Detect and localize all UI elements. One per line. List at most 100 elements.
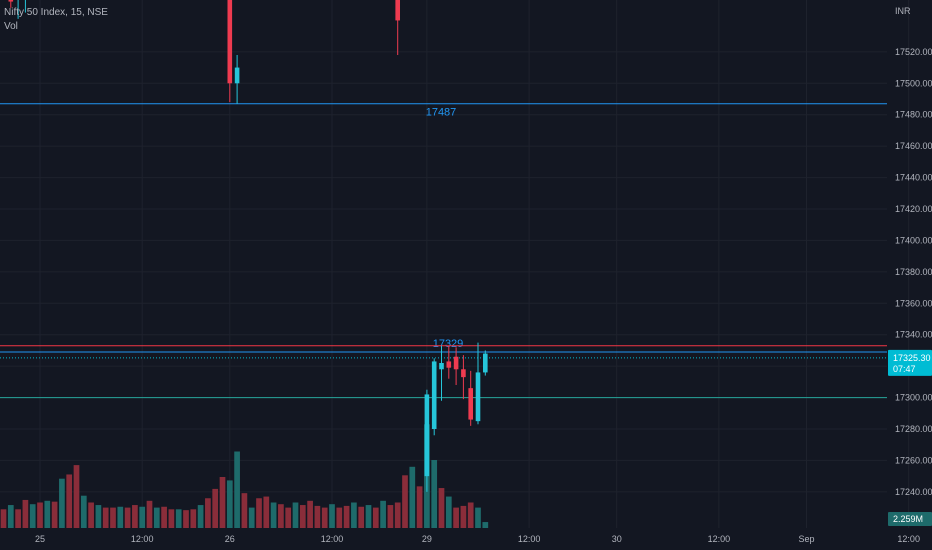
candle-body [431, 361, 437, 429]
volume-bar [190, 509, 197, 528]
volume-bar [168, 509, 175, 528]
candle-body [234, 67, 240, 84]
price-tick-label: 17420.00 [895, 204, 932, 214]
price-tick-label: 17360.00 [895, 298, 932, 308]
level-label: 17487 [426, 107, 457, 119]
volume-bar [44, 500, 51, 528]
last-price-tag [888, 349, 932, 376]
time-tick-label: 25 [35, 534, 45, 544]
candles [8, 0, 488, 492]
volume-bar [59, 478, 65, 528]
candle-body [483, 353, 488, 373]
volume-bar [438, 488, 445, 528]
volume-bar [95, 505, 102, 528]
volume-bar [358, 506, 365, 528]
volume-bar [80, 495, 87, 528]
volume-bar [380, 500, 386, 528]
volume-bar [241, 493, 248, 528]
price-axis[interactable]: INR 17520.00 17500.00 17480.00 17460.00 1744… [895, 6, 932, 497]
time-tick-label: 30 [612, 534, 622, 544]
price-tick-label: 17480.00 [895, 110, 932, 120]
chart-legend: Nifty 50 Index, 15, NSE Vol [4, 6, 108, 34]
time-tick-label: 12:00 [518, 534, 541, 544]
time-tick-label: 12:00 [897, 534, 920, 544]
volume-bar [409, 466, 416, 528]
volume-bar [102, 507, 109, 528]
volume-bar [402, 475, 408, 528]
price-tick-label: 17340.00 [895, 330, 932, 340]
volume-bar [146, 500, 153, 528]
volume-bar [248, 507, 255, 528]
volume-bar [132, 505, 138, 528]
volume-bar [139, 506, 146, 528]
volume-bar [66, 474, 73, 528]
volume-bar [453, 507, 459, 528]
volume-bar [431, 460, 438, 528]
price-tick-label: 17400.00 [895, 235, 932, 245]
volume-bar [314, 505, 321, 528]
volume-bar [153, 507, 160, 528]
volume-legend-label[interactable]: Vol [4, 21, 18, 32]
volume-bar [226, 480, 233, 528]
volume-bar [365, 505, 372, 528]
time-tick-label: 12:00 [708, 534, 731, 544]
price-tick-label: 17500.00 [895, 78, 932, 88]
horizontal-levels: 17487 17329 [0, 103, 887, 399]
candle-body [468, 388, 473, 420]
volume-bar [467, 502, 474, 528]
volume-tag [888, 512, 932, 526]
price-tick-label: 17440.00 [895, 173, 932, 183]
volume-bar [73, 465, 80, 528]
price-tick-label: 17380.00 [895, 267, 932, 277]
volume-bar [475, 507, 481, 528]
price-tick-label: 17460.00 [895, 141, 932, 151]
price-tick-label: 17240.00 [895, 487, 932, 497]
price-tick-label: 17280.00 [895, 424, 932, 434]
volume-bar [175, 509, 182, 528]
volume-bar [336, 507, 343, 528]
volume-bar [394, 502, 401, 528]
volume-bar [197, 505, 204, 528]
volume-bar [117, 506, 124, 528]
volume-bar [285, 507, 292, 528]
symbol-title[interactable]: Nifty 50 Index, 15, NSE [4, 7, 108, 18]
volume-bar [387, 505, 394, 528]
volume-bar [234, 451, 240, 528]
time-tick-label: 26 [225, 534, 235, 544]
volume-bar [0, 509, 7, 528]
candle-body [395, 0, 400, 21]
volume-bar [256, 498, 262, 528]
level-label: 17329 [433, 338, 464, 350]
volume-bar [307, 500, 313, 528]
volume-bar [15, 509, 21, 528]
time-tick-label: 12:00 [321, 534, 344, 544]
volume-bar [343, 505, 350, 528]
volume-bar [460, 505, 467, 528]
time-tick-label: 29 [422, 534, 432, 544]
volume-tag-value: 2.259M [893, 514, 923, 524]
price-tick-label: 17520.00 [895, 47, 932, 57]
candle-body [475, 372, 481, 422]
volume-bar [22, 499, 29, 528]
candle-body [8, 0, 14, 2]
volume-bar [278, 504, 284, 528]
volume-bar [263, 496, 270, 528]
volume-bar [212, 488, 219, 528]
candle-body [453, 356, 459, 370]
volume-bar [219, 477, 226, 528]
volume-bar [270, 502, 277, 528]
time-tick-label: Sep [798, 534, 814, 544]
volume-bar [88, 502, 94, 528]
volume-bar [37, 502, 43, 528]
volume-bar [299, 505, 306, 528]
volume-bar [161, 506, 167, 528]
candle-body [446, 361, 452, 368]
volume-bar [351, 502, 357, 528]
volume-bar [372, 507, 379, 528]
price-tick-label: 17260.00 [895, 455, 932, 465]
volume-bar [205, 498, 211, 528]
